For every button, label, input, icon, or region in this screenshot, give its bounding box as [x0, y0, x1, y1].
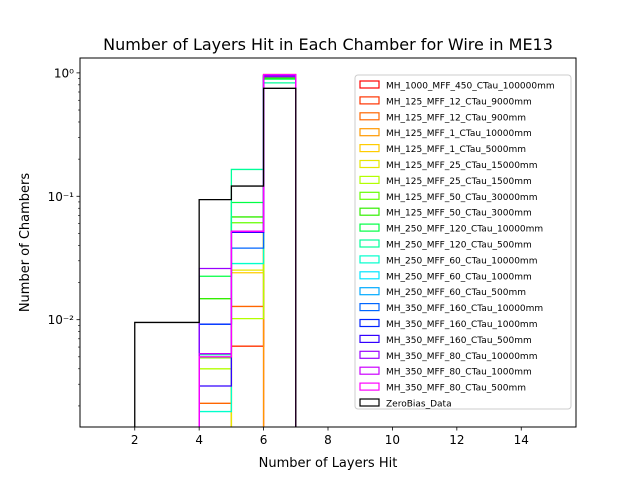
legend-swatch [359, 112, 380, 121]
legend-swatch [359, 144, 380, 153]
legend-swatch [359, 128, 380, 137]
legend-label: MH_125_MFF_25_CTau_1500mm [386, 177, 532, 187]
legend-swatch [359, 255, 380, 264]
legend-swatch [359, 175, 380, 184]
legend-swatch [359, 334, 380, 343]
legend-label: MH_1000_MFF_450_CTau_100000mm [386, 82, 555, 92]
chart-title: Number of Layers Hit in Each Chamber for… [103, 35, 553, 54]
legend-swatch [359, 382, 380, 391]
y-tick-label: 10⁻² [48, 313, 75, 327]
legend-swatch [359, 287, 380, 296]
histogram-series [134, 87, 297, 427]
legend-label: MH_125_MFF_1_CTau_10000mm [386, 129, 532, 139]
legend-label: MH_250_MFF_60_CTau_1000mm [386, 272, 532, 282]
legend-label: MH_350_MFF_160_CTau_10000mm [386, 304, 543, 314]
legend-label: MH_250_MFF_120_CTau_500mm [386, 241, 532, 251]
x-tick-label: 4 [195, 433, 203, 447]
plot-area [134, 73, 297, 427]
legend: MH_1000_MFF_450_CTau_100000mm MH_125_MFF_… [354, 74, 572, 410]
legend-swatch [359, 350, 380, 359]
legend-label: MH_250_MFF_60_CTau_500mm [386, 288, 526, 298]
legend-swatch [359, 271, 380, 280]
x-axis-label: Number of Layers Hit [259, 456, 398, 471]
legend-label: ZeroBias_Data [386, 400, 452, 410]
legend-label: MH_350_MFF_160_CTau_1000mm [386, 320, 537, 330]
legend-label: MH_350_MFF_80_CTau_500mm [386, 384, 526, 394]
legend-label: MH_250_MFF_60_CTau_10000mm [386, 256, 537, 266]
x-tick-label: 12 [449, 433, 464, 447]
x-axis: 2 4 6 8 10 12 14 [131, 427, 529, 447]
x-tick-label: 14 [514, 433, 529, 447]
legend-swatch [359, 207, 380, 216]
y-axis-label: Number of Chambers [18, 173, 33, 313]
legend-swatch [359, 223, 380, 232]
x-tick-label: 10 [385, 433, 400, 447]
histogram-series [198, 73, 297, 427]
legend-label: MH_125_MFF_25_CTau_15000mm [386, 161, 537, 171]
legend-swatch [359, 398, 380, 407]
legend-label: MH_350_MFF_80_CTau_10000mm [386, 352, 537, 362]
legend-swatch [359, 239, 380, 248]
x-tick-label: 2 [131, 433, 139, 447]
legend-label: MH_350_MFF_80_CTau_1000mm [386, 368, 532, 378]
legend-label: MH_250_MFF_120_CTau_10000mm [386, 225, 543, 235]
y-axis: 10⁻² 10⁻¹ 10⁰ [48, 66, 80, 407]
legend-label: MH_125_MFF_1_CTau_5000mm [386, 145, 526, 155]
legend-swatch [359, 318, 380, 328]
legend-label: MH_125_MFF_50_CTau_30000mm [386, 193, 537, 203]
legend-swatch [359, 191, 380, 200]
y-tick-label: 10⁻¹ [48, 190, 75, 204]
y-tick-label: 10⁰ [54, 66, 74, 80]
legend-swatch [359, 80, 380, 89]
legend-swatch [359, 366, 380, 375]
legend-label: MH_125_MFF_12_CTau_900mm [386, 113, 526, 123]
legend-label: MH_125_MFF_12_CTau_9000mm [386, 97, 532, 107]
x-tick-label: 8 [324, 433, 332, 447]
legend-swatch [359, 96, 380, 105]
legend-label: MH_125_MFF_50_CTau_3000mm [386, 209, 532, 219]
legend-frame [354, 74, 572, 410]
legend-label: MH_350_MFF_160_CTau_500mm [386, 336, 532, 346]
legend-swatch [359, 303, 380, 312]
x-tick-label: 6 [260, 433, 268, 447]
legend-swatch [359, 159, 380, 169]
